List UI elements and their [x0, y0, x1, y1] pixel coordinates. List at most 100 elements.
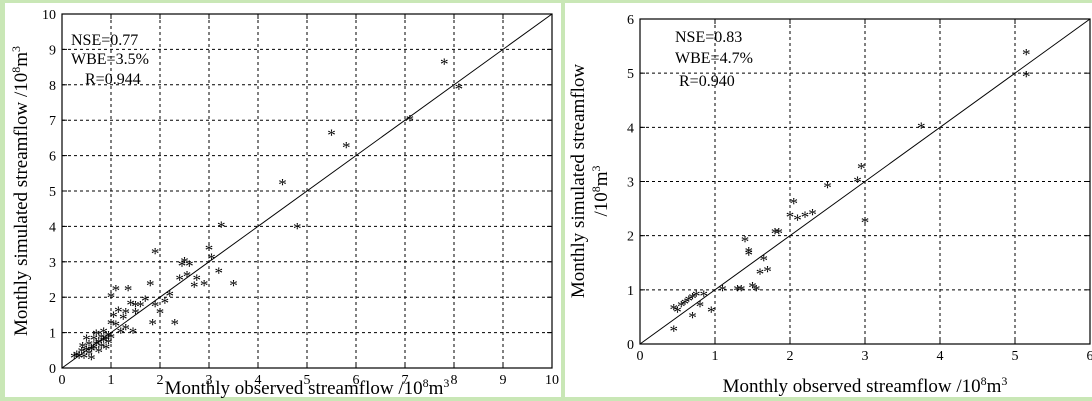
- data-point: *: [760, 251, 769, 270]
- data-point: *: [95, 334, 104, 353]
- data-point: *: [771, 224, 780, 243]
- data-point: *: [119, 309, 128, 328]
- data-point: *: [85, 336, 94, 355]
- data-point: *: [121, 304, 130, 323]
- data-point: *: [681, 294, 690, 313]
- stat-annotation: NSE=0.83: [675, 29, 742, 46]
- y-tick-label: 1: [49, 327, 56, 342]
- y-axis-label-line1: Monthly simulated streamflow: [568, 64, 589, 299]
- data-point: *: [85, 345, 94, 364]
- data-point: *: [190, 278, 199, 297]
- data-point: *: [685, 292, 694, 311]
- y-tick-label: 9: [49, 43, 56, 58]
- y-tick-label: 8: [49, 79, 56, 94]
- data-point: *: [205, 240, 214, 259]
- data-point: *: [175, 271, 184, 290]
- data-point: *: [102, 340, 111, 359]
- data-point: *: [112, 317, 121, 336]
- y-tick-label: 0: [49, 362, 56, 377]
- data-point: *: [102, 331, 111, 350]
- data-point: *: [673, 303, 682, 322]
- data-point: *: [215, 263, 224, 282]
- data-point: *: [752, 281, 761, 300]
- x-tick-label: 6: [1087, 349, 1092, 364]
- x-tick-label: 0: [59, 373, 66, 388]
- data-point: *: [72, 347, 81, 366]
- data-point: *: [748, 278, 757, 297]
- data-point: *: [92, 325, 101, 344]
- data-point: *: [185, 256, 194, 275]
- data-point: *: [207, 249, 216, 268]
- data-point: *: [107, 288, 116, 307]
- data-point: *: [707, 303, 716, 322]
- data-point: *: [1022, 67, 1031, 86]
- data-point: *: [737, 281, 746, 300]
- data-point: *: [455, 79, 464, 98]
- data-point: *: [80, 348, 89, 367]
- one-to-one-line: [639, 18, 1091, 345]
- y-axis-label-line2: /108m3: [589, 165, 612, 216]
- data-point: *: [718, 281, 727, 300]
- data-point: *: [104, 327, 113, 346]
- data-point: *: [786, 208, 795, 227]
- data-point: *: [327, 125, 336, 144]
- data-point: *: [104, 334, 113, 353]
- x-tick-label: 3: [862, 349, 869, 364]
- data-point: *: [733, 281, 742, 300]
- data-point: *: [200, 276, 209, 295]
- data-point: *: [293, 219, 302, 238]
- y-tick-label: 6: [627, 13, 634, 28]
- y-tick-label: 1: [627, 284, 634, 299]
- y-tick-label: 10: [42, 8, 56, 23]
- data-point: *: [95, 343, 104, 362]
- stat-annotation: WBE=4.7%: [675, 50, 753, 67]
- data-point: *: [193, 271, 202, 290]
- data-point: *: [217, 217, 226, 236]
- scatter-chart-left: 0 1 2 3 4 5 6 7 8 9 10012345678910****************…: [9, 8, 559, 399]
- data-point: *: [808, 205, 817, 224]
- y-tick-label: 3: [49, 256, 56, 271]
- x-tick-label: 5: [1012, 349, 1019, 364]
- data-point: *: [121, 320, 130, 339]
- x-tick-label: 2: [157, 373, 164, 388]
- stat-annotation: R=0.940: [679, 73, 735, 90]
- y-tick-label: 5: [627, 67, 634, 82]
- stat-annotation: R=0.944: [85, 71, 141, 88]
- data-point: *: [136, 297, 145, 316]
- data-point: *: [178, 256, 187, 275]
- data-point: *: [117, 324, 126, 343]
- stat-annotation: NSE=0.77: [71, 32, 138, 49]
- x-axis-label: Monthly observed streamflow /108m3: [723, 374, 1008, 397]
- data-point: *: [688, 308, 697, 327]
- y-tick-label: 4: [49, 220, 56, 235]
- data-point: *: [107, 329, 116, 348]
- data-point: *: [151, 297, 160, 316]
- data-point: *: [763, 262, 772, 281]
- data-point: *: [87, 350, 96, 369]
- x-tick-label: 6: [353, 373, 360, 388]
- data-point: *: [853, 173, 862, 192]
- data-point: *: [692, 286, 701, 305]
- x-tick-label: 4: [255, 373, 262, 388]
- data-point: *: [129, 324, 138, 343]
- data-point: *: [700, 286, 709, 305]
- one-to-one-line: [61, 13, 553, 369]
- data-point: *: [775, 224, 784, 243]
- data-point: *: [126, 295, 135, 314]
- data-point: *: [77, 343, 86, 362]
- chart-panel-right: 0 1 2 3 4 5 6 0 1 2 3 4 5 6 * * * * * * * * * * * * * * * * * * * * * * * * * *…: [565, 3, 1092, 397]
- data-point: *: [97, 329, 106, 348]
- data-point: *: [406, 111, 415, 130]
- data-point: *: [92, 336, 101, 355]
- x-tick-label: 3: [206, 373, 213, 388]
- data-point: *: [670, 300, 679, 319]
- data-point: *: [793, 210, 802, 229]
- data-point: *: [745, 246, 754, 265]
- data-point: *: [741, 232, 750, 251]
- data-point: *: [161, 294, 170, 313]
- data-point: *: [151, 244, 160, 263]
- data-point: *: [183, 267, 192, 286]
- data-point: *: [861, 213, 870, 232]
- y-tick-label: 7: [49, 114, 56, 129]
